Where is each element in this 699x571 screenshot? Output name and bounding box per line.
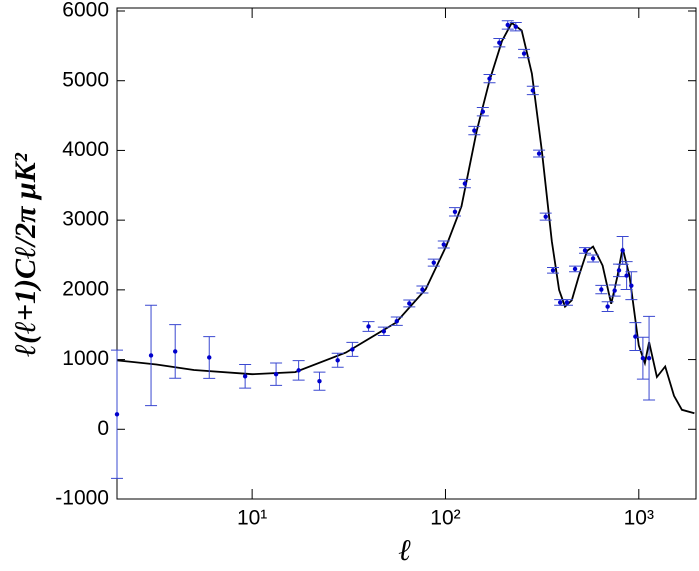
data-point xyxy=(431,260,436,265)
x-tick-label: 10³ xyxy=(624,507,654,530)
data-point xyxy=(633,334,638,339)
y-tick-label: 2000 xyxy=(62,277,109,300)
data-point xyxy=(582,248,588,253)
data-point xyxy=(497,40,502,45)
data-point xyxy=(629,283,634,288)
y-tick-label: 0 xyxy=(97,417,109,440)
data-point xyxy=(624,273,629,278)
data-point xyxy=(350,347,355,352)
data-point xyxy=(366,324,371,329)
data-point xyxy=(207,355,212,360)
data-point xyxy=(612,288,617,293)
y-tick-label: 4000 xyxy=(62,138,109,161)
data-point xyxy=(530,88,536,93)
y-axis-label: ℓ(ℓ+1)Cℓ/2π μK² xyxy=(9,152,42,356)
x-axis-label: ℓ xyxy=(399,534,412,567)
plot-frame xyxy=(116,7,697,500)
data-point xyxy=(599,287,604,292)
data-point xyxy=(273,372,279,377)
y-tick-label: 3000 xyxy=(62,208,109,231)
data-point xyxy=(317,378,322,384)
data-point xyxy=(536,151,542,156)
data-point xyxy=(590,256,596,261)
data-point xyxy=(513,24,518,29)
data-point xyxy=(114,412,120,417)
data-point xyxy=(557,300,563,305)
x-tick-label: 10¹ xyxy=(237,507,267,530)
data-point xyxy=(572,266,578,272)
data-point xyxy=(646,355,652,361)
y-tick-label: -1000 xyxy=(55,487,109,510)
data-point xyxy=(640,355,646,361)
x-tick-label: 10² xyxy=(430,507,460,530)
data-point xyxy=(441,242,446,247)
data-point xyxy=(296,368,301,373)
theory-curve xyxy=(116,21,695,415)
data-point xyxy=(521,51,527,56)
data-point xyxy=(543,214,548,219)
data-point xyxy=(462,181,468,186)
data-point xyxy=(172,349,178,354)
y-tick-label: 6000 xyxy=(62,0,109,22)
data-point xyxy=(487,76,492,81)
y-tick-label: 1000 xyxy=(62,347,109,370)
data-point xyxy=(480,109,486,114)
data-point xyxy=(407,301,412,306)
data-point xyxy=(472,128,477,133)
data-point xyxy=(148,353,154,358)
data-point xyxy=(564,300,570,305)
data-point xyxy=(420,287,425,292)
data-point xyxy=(505,22,510,28)
data-point xyxy=(394,319,399,324)
y-tick-label: 5000 xyxy=(62,68,109,91)
data-point xyxy=(335,358,340,363)
data-point xyxy=(616,268,622,273)
data-point xyxy=(381,329,387,334)
data-point xyxy=(452,209,458,214)
data-point xyxy=(605,304,610,309)
data-point xyxy=(620,248,625,253)
data-point xyxy=(242,374,248,379)
data-point xyxy=(550,268,556,273)
